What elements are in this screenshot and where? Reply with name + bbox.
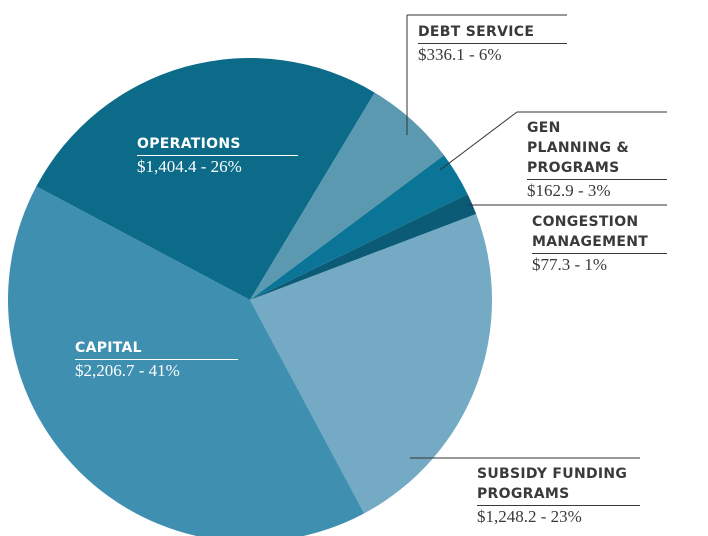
slice-label: OPERATIONS $1,404.4 - 26% — [137, 134, 298, 178]
slice-label: DEBT SERVICE $336.1 - 6% — [418, 22, 567, 66]
pie-slice — [250, 155, 468, 300]
category-label: CONGESTION MANAGEMENT — [532, 214, 649, 250]
value-label: $1,404.4 - 26% — [137, 157, 242, 176]
category-label: DEBT SERVICE — [418, 22, 567, 44]
value-label: $162.9 - 3% — [527, 179, 667, 202]
pie-slice — [36, 57, 375, 300]
category-label: OPERATIONS — [137, 134, 298, 156]
value-label: $77.3 - 1% — [532, 253, 667, 276]
slice-label: CAPITAL $2,206.7 - 41% — [75, 338, 238, 382]
category-label: SUBSIDY FUNDING PROGRAMS — [477, 464, 640, 506]
slice-label: GEN PLANNING & PROGRAMS $162.9 - 3% — [527, 118, 667, 202]
category-label: CAPITAL — [75, 338, 238, 360]
pie-slice — [250, 213, 492, 514]
value-label: $2,206.7 - 41% — [75, 361, 180, 380]
leader-line — [439, 111, 518, 171]
slice-label: CONGESTION MANAGEMENT $77.3 - 1% — [532, 212, 667, 276]
pie-slice — [250, 92, 444, 300]
value-label: $1,248.2 - 23% — [477, 507, 582, 526]
pie-slice — [250, 194, 477, 300]
pie-slice — [8, 186, 365, 536]
value-label: $336.1 - 6% — [418, 45, 502, 64]
category-label: GEN PLANNING & PROGRAMS — [527, 120, 629, 176]
slice-label: SUBSIDY FUNDING PROGRAMS $1,248.2 - 23% — [477, 464, 640, 528]
